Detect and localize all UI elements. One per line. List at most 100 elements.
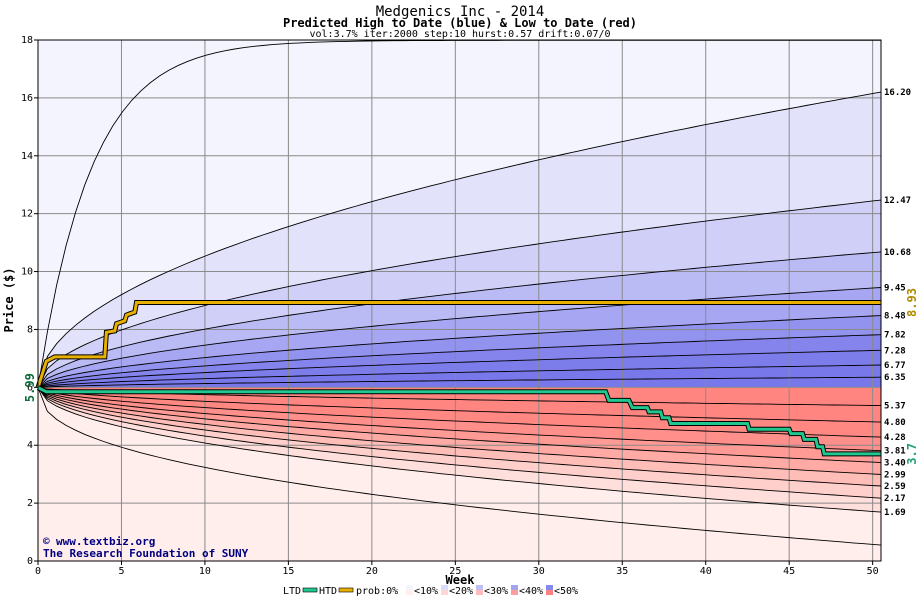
- band-end-label: 2.99: [884, 470, 906, 480]
- band-low-5: [38, 387, 881, 475]
- band-line-2: [37, 199, 882, 388]
- series-line-htd: [36, 301, 881, 389]
- band-low-3: [38, 387, 881, 451]
- legend-swatch-htd: [338, 587, 354, 593]
- legend-swatch-red: [476, 590, 483, 595]
- legend-swatch-blue: [476, 585, 483, 590]
- legend-label: <20%: [449, 586, 473, 597]
- band-end-label: 4.80: [884, 418, 906, 428]
- x-tick-label: 30: [533, 566, 545, 577]
- copyright-icon: ©: [43, 535, 50, 548]
- credit-site: www.textbiz.org: [56, 535, 155, 548]
- x-tick-label: 45: [783, 566, 795, 577]
- band-low-8: [38, 387, 881, 513]
- band-line-15: [37, 387, 882, 475]
- band-high-7: [38, 350, 881, 388]
- band-line-6: [37, 334, 882, 389]
- band-end-label: 4.28: [884, 433, 906, 443]
- band-line-12: [37, 387, 882, 438]
- x-tick-label: 25: [449, 566, 461, 577]
- y-axis-label: Price ($): [2, 267, 16, 332]
- band-high-1: [38, 92, 881, 388]
- band-end-label: 2.59: [884, 482, 906, 492]
- band-end-label: 10.68: [884, 248, 911, 258]
- band-line-18: [37, 387, 882, 513]
- band-line-8: [37, 364, 882, 389]
- band-end-label: 5.37: [884, 402, 906, 412]
- y-tick-label: 8: [27, 324, 33, 335]
- x-tick-label: 20: [366, 566, 378, 577]
- band-line-19: [37, 387, 882, 546]
- x-tick-label: 15: [282, 566, 294, 577]
- band-line-17: [37, 387, 882, 499]
- band-end-label: 7.82: [884, 331, 906, 341]
- band-end-label: 6.35: [884, 373, 906, 383]
- x-tick-label: 40: [700, 566, 712, 577]
- band-line-5: [37, 315, 882, 388]
- y-tick-label: 14: [21, 151, 33, 162]
- x-tick-label: 5: [118, 566, 124, 577]
- band-line-11: [37, 387, 882, 423]
- credits: © www.textbiz.org The Research Foundatio…: [43, 535, 249, 560]
- legend-swatch-red: [511, 590, 518, 595]
- x-tick-label: 10: [199, 566, 211, 577]
- band-line-1: [37, 91, 882, 388]
- chart-subtitle: Predicted High to Date (blue) & Low to D…: [283, 16, 637, 30]
- band-high-0: [38, 40, 881, 388]
- band-end-label: 16.20: [884, 88, 911, 98]
- y-tick-label: 12: [21, 209, 33, 220]
- band-high-5: [38, 315, 881, 388]
- band-end-label: 12.47: [884, 196, 911, 206]
- legend-swatch-blue: [546, 585, 553, 590]
- band-end-label: 8.48: [884, 312, 906, 322]
- band-line-4: [37, 287, 882, 388]
- band-low-1: [38, 387, 881, 423]
- chart-meta: vol:3.7% iter:2000 step:10 hurst:0.57 dr…: [309, 29, 610, 40]
- band-end-label: 2.17: [884, 494, 906, 504]
- legend-label: <50%: [554, 586, 578, 597]
- y-tick-label: 16: [21, 93, 33, 104]
- start-price-label: 5.99: [23, 373, 37, 402]
- band-end-label: 6.77: [884, 361, 906, 371]
- band-line-7: [37, 349, 882, 389]
- legend-swatch-blue: [441, 585, 448, 590]
- band-line-3: [37, 251, 882, 388]
- legend-label: HTD: [319, 586, 337, 597]
- ltd-end-label: 3.7: [905, 443, 919, 465]
- legend-label: LTD: [283, 586, 301, 597]
- htd-end-label: 8.93: [905, 288, 919, 317]
- band-line-14: [37, 387, 882, 464]
- plot-frame: [37, 39, 882, 562]
- legend-label: <10%: [414, 586, 438, 597]
- y-tick-label: 2: [27, 498, 33, 509]
- y-tick-label: 6: [27, 382, 33, 393]
- band-high-9: [38, 377, 881, 388]
- band-high-4: [38, 287, 881, 388]
- y-tick-label: 4: [27, 440, 33, 451]
- chart-title: Medgenics Inc - 2014: [376, 4, 545, 20]
- band-low-9: [38, 387, 881, 546]
- legend-swatch-red: [441, 590, 448, 595]
- y-tick-label: 10: [21, 267, 33, 278]
- x-tick-label: 35: [616, 566, 628, 577]
- band-high-6: [38, 334, 881, 388]
- band-end-label: 3.40: [884, 459, 906, 469]
- band-low-6: [38, 387, 881, 486]
- legend-label: prob:0%: [356, 586, 398, 597]
- band-line-16: [37, 387, 882, 487]
- x-tick-label: 0: [35, 566, 41, 577]
- x-tick-label: 50: [867, 566, 879, 577]
- band-line-13: [37, 387, 882, 452]
- x-axis-ticks: 0 5 10 15 20 25 30 35 40 45 50: [35, 561, 879, 577]
- band-high-2: [38, 200, 881, 388]
- series-lines: [35, 300, 881, 457]
- legend-label: <30%: [484, 586, 508, 597]
- band-high-3: [38, 251, 881, 388]
- series-line-ltd: [37, 386, 881, 456]
- band-end-label: 7.28: [884, 346, 906, 356]
- legend-swatch-red: [406, 590, 413, 595]
- legend-swatch-red: [546, 590, 553, 595]
- x-axis-label: Week: [446, 573, 476, 587]
- band-end-label: 1.69: [884, 508, 906, 518]
